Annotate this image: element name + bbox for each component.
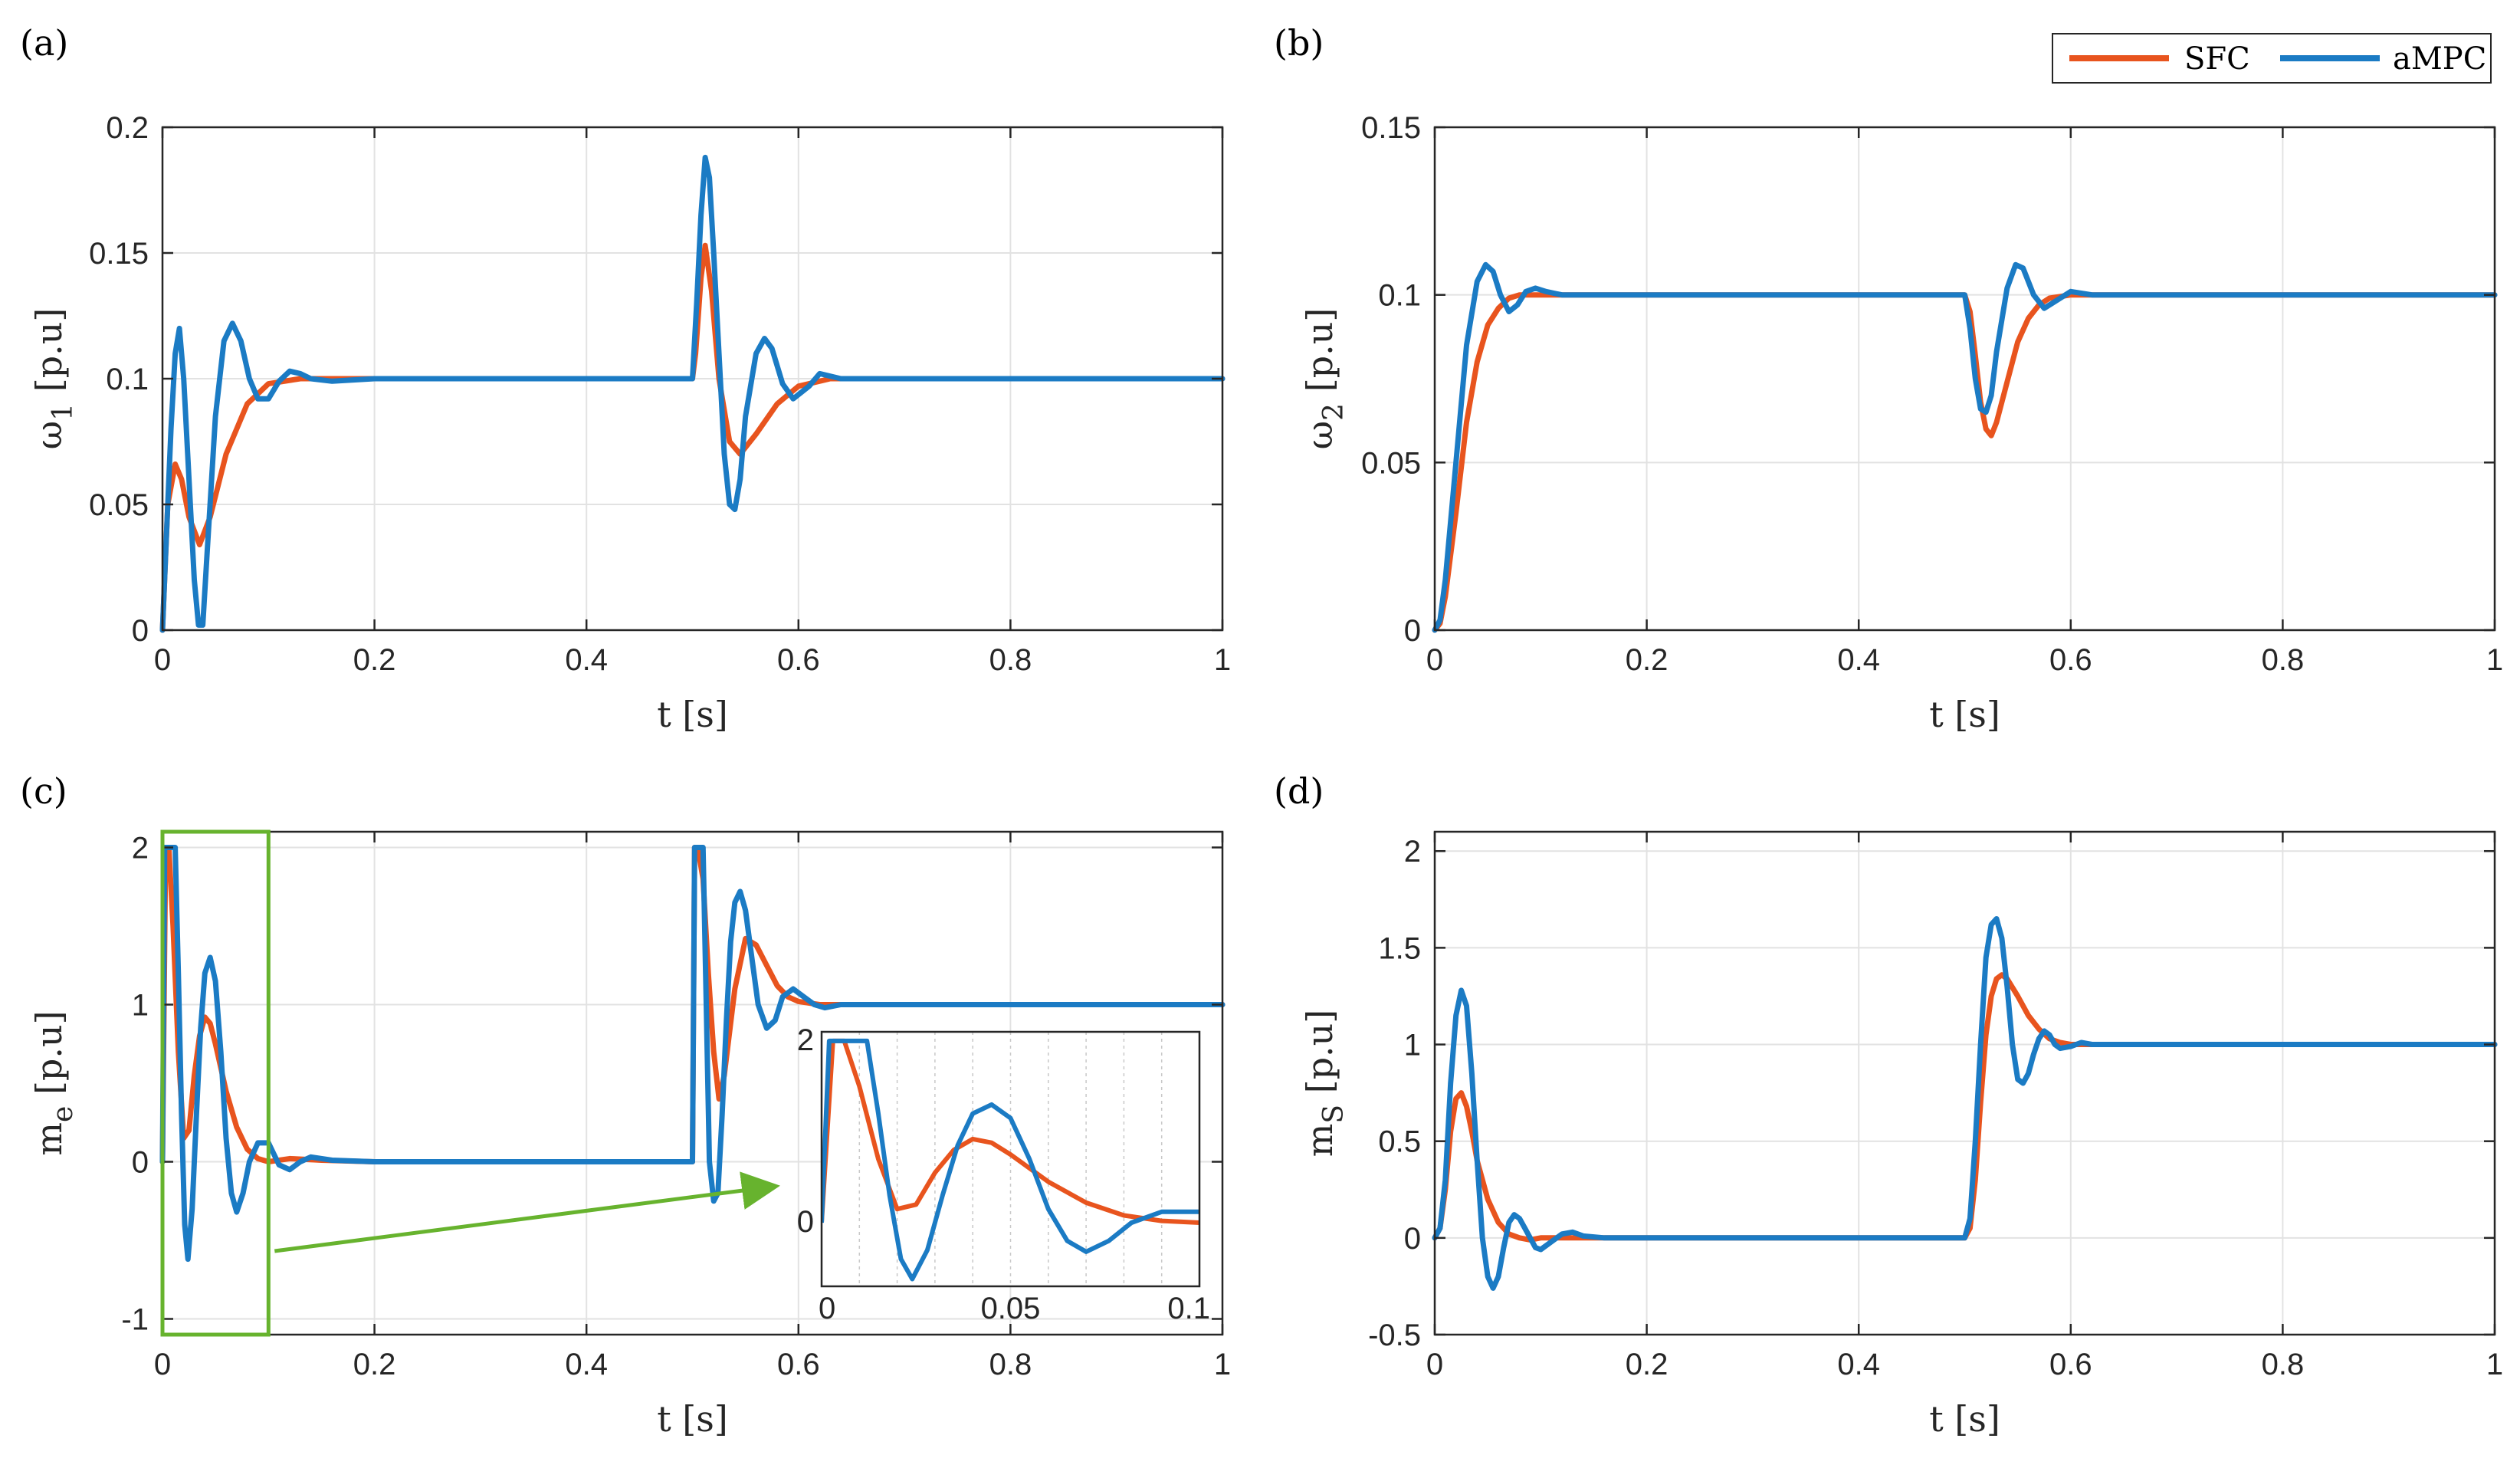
y-tick-label: 0: [1404, 614, 1421, 648]
x-tick-label: 1: [2486, 643, 2503, 677]
x-tick-label: 0.2: [353, 643, 396, 677]
axes-box: [1433, 830, 2496, 1336]
series-line-ampc: [159, 845, 1226, 1263]
x-tick-label: 0.4: [1837, 643, 1880, 677]
x-tick-label: 1: [1214, 643, 1231, 677]
inset-x-tick-label: 0: [819, 1292, 835, 1325]
x-tick-label: 0: [154, 1348, 171, 1381]
series-line-ampc: [1432, 916, 2498, 1291]
x-tick-label: 0: [1426, 1348, 1443, 1381]
inset-y-tick-label: 2: [797, 1023, 814, 1057]
y-tick-label: 0.5: [1378, 1125, 1421, 1159]
panel-label: (a): [20, 22, 68, 64]
zoom-annotation: [160, 829, 780, 1337]
x-tick-label: 0: [154, 643, 171, 677]
y-tick-label: -0.5: [1368, 1319, 1421, 1352]
y-tick-label: 1: [132, 989, 149, 1023]
y-tick-label: 0.1: [106, 363, 149, 396]
y-tick-label: 0: [1404, 1222, 1421, 1256]
y-tick-label: 2: [1404, 835, 1421, 869]
y-axis-label: ω2 [p.u]: [1299, 308, 1350, 450]
inset-series: [822, 1038, 1199, 1282]
y-tick-label: 1.5: [1378, 931, 1421, 965]
panel-a: 0 0.2 0.4 0.6 0.8 1 0 0.05 0.1 0.15 0.2 t [s] ω1 [p.…: [20, 22, 1231, 735]
y-tick-label: 0.05: [89, 488, 149, 522]
x-axis-label: t [s]: [1929, 694, 2000, 735]
x-tick-label: 0.2: [1626, 1348, 1669, 1381]
x-axis-label: t [s]: [1929, 1398, 2000, 1440]
x-tick-label: 1: [2486, 1348, 2503, 1381]
x-tick-label: 0.8: [2262, 1348, 2305, 1381]
y-tick-label: 0.2: [106, 111, 149, 145]
panel-label: (b): [1274, 22, 1324, 64]
x-tick-label: 0.6: [2049, 1348, 2092, 1381]
y-tick-label: 0.15: [1361, 111, 1421, 145]
zoom-box: [160, 829, 271, 1337]
legend: SFC aMPC: [2052, 33, 2492, 84]
x-axis-label: t [s]: [657, 1398, 728, 1440]
x-tick-label: 1: [1214, 1348, 1231, 1381]
series-line-ampc: [159, 154, 1226, 633]
x-tick-label: 0: [1426, 643, 1443, 677]
x-tick-label: 0.4: [565, 643, 608, 677]
x-tick-label: 0.2: [1626, 643, 1669, 677]
plot-area: [1435, 127, 2495, 630]
y-axis-label: mS [p.u]: [1299, 1010, 1350, 1158]
inset-series-line-ampc: [822, 1038, 1199, 1282]
y-axis-label: me [p.u]: [28, 1010, 79, 1155]
y-tick-label: -1: [121, 1303, 149, 1337]
x-tick-label: 0.6: [2049, 643, 2092, 677]
x-tick-label: 0.4: [565, 1348, 608, 1381]
y-tick-label: 0: [132, 614, 149, 648]
x-tick-label: 0.8: [989, 643, 1032, 677]
panel-b: 0 0.2 0.4 0.6 0.8 1 0 0.05 0.1 0.15 t [s] ω2 [p.u] (…: [1274, 22, 2503, 735]
y-tick-label: 0.1: [1378, 279, 1421, 313]
x-tick-label: 0.8: [989, 1348, 1032, 1381]
plot-area: [1435, 832, 2495, 1335]
inset-y-tick-label: 0: [797, 1205, 814, 1239]
inset-series-line-sfc: [822, 1038, 1199, 1225]
panel-d: 0 0.2 0.4 0.6 0.8 1-0.500.511.52t [s]mS [p.u]…: [1274, 770, 2503, 1440]
legend-label-ampc: aMPC: [2393, 41, 2486, 77]
y-tick-label: 1: [1404, 1029, 1421, 1062]
inset-x-tick-label: 0.1: [1167, 1292, 1210, 1325]
x-tick-label: 0.2: [353, 1348, 396, 1381]
x-axis-label: t [s]: [657, 694, 728, 735]
inset-axes-box: [820, 1030, 1201, 1288]
x-tick-label: 0.8: [2262, 643, 2305, 677]
inset-x-tick-label: 0.05: [981, 1292, 1041, 1325]
y-tick-label: 0.15: [89, 237, 149, 271]
y-tick-label: 2: [132, 832, 149, 865]
zoom-arrow: [274, 1171, 780, 1253]
legend-label-sfc: SFC: [2184, 41, 2250, 77]
x-tick-label: 0.6: [777, 643, 820, 677]
x-tick-label: 0.6: [777, 1348, 820, 1381]
y-tick-label: 0: [132, 1146, 149, 1180]
panel-label: (d): [1274, 770, 1324, 812]
x-tick-label: 0.4: [1837, 1348, 1880, 1381]
axes-box: [1433, 126, 2496, 632]
inset-zoom-plot: 0 0.05 0.1 0 2: [797, 1023, 1210, 1325]
series-line-ampc: [1432, 261, 2498, 633]
y-axis-label: ω1 [p.u]: [28, 308, 79, 450]
panel-label: (c): [20, 770, 67, 812]
y-tick-label: 0.05: [1361, 446, 1421, 480]
